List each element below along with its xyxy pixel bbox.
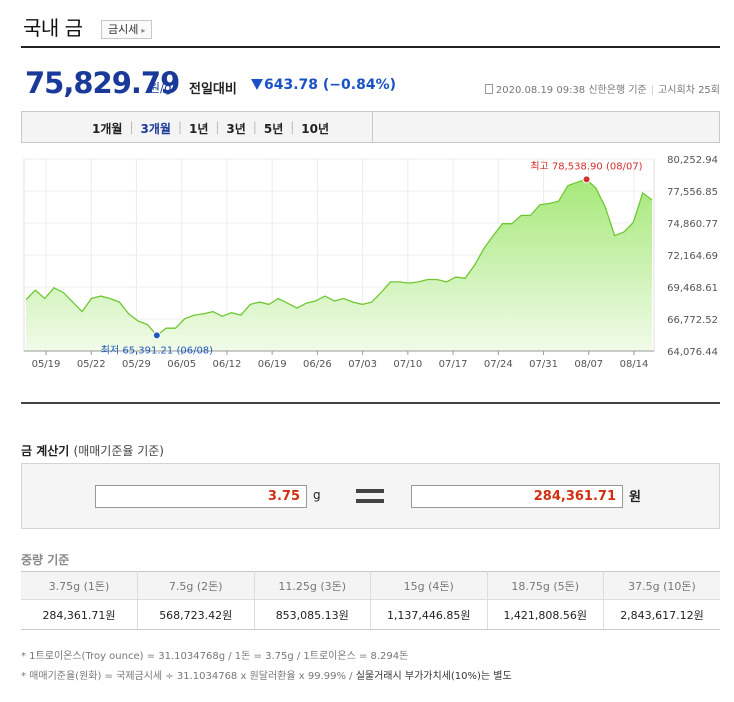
x-tick-label: 05/29: [122, 359, 151, 370]
low-point-marker: [152, 331, 161, 340]
weight-value-cell: 568,723.42원: [137, 599, 255, 630]
weight-column-header: 37.5g (10돈): [603, 571, 720, 600]
weight-column-header: 15g (4돈): [370, 571, 488, 600]
footnotes: * 1트로이온스(Troy ounce) = 31.1034768g / 1돈 …: [21, 647, 512, 687]
gold-price-chart: 80,252.94 77,556.85 74,860.77 72,164.69 69,4…: [21, 150, 720, 382]
tab-separator: |: [129, 120, 134, 134]
x-tick-label: 07/24: [484, 359, 513, 370]
tab-period-1[interactable]: 3개월: [140, 122, 171, 136]
compare-value: 643.78 (−0.84%): [264, 77, 396, 93]
page-header: 국내 금 금시세 ▸: [21, 0, 720, 48]
high-point-label: 최고 78,538.90 (08/07): [530, 160, 642, 172]
tab-separator: |: [215, 120, 220, 134]
price-unit: 원/g: [149, 81, 172, 95]
weight-column-header: 3.75g (1돈): [21, 571, 138, 600]
price-summary: 75,829.79 원/g 전일대비 643.78 (−0.84%) 2020.…: [21, 62, 720, 106]
y-tick-label: 69,468.61: [667, 283, 718, 294]
calculator-title: 금 계산기 (매매기준율 기준): [21, 442, 164, 459]
y-tick-label: 64,076.44: [667, 347, 718, 358]
weight-value-cell: 1,421,808.56원: [487, 599, 604, 630]
tab-separator: |: [177, 120, 182, 134]
price-meta: 2020.08.19 09:38 신한은행 기준 | 고시회차 25회: [484, 81, 720, 96]
x-tick-label: 06/19: [258, 359, 287, 370]
price-line: [25, 178, 653, 337]
weight-value-cell: 853,085.13원: [254, 599, 371, 630]
tab-period-0[interactable]: 1개월: [92, 122, 123, 136]
y-tick-label: 77,556.85: [667, 187, 718, 198]
period-tabs: 1개월 | 3개월 | 1년 | 3년 | 5년 | 10년: [92, 120, 329, 137]
result-unit: 원: [629, 490, 641, 505]
current-price: 75,829.79: [25, 66, 180, 100]
weight-value-cell: 284,361.71원: [21, 599, 138, 630]
period-tabs-bar: 1개월 | 3개월 | 1년 | 3년 | 5년 | 10년: [21, 111, 720, 143]
price-timestamp: 2020.08.19 09:38 신한은행 기준: [495, 85, 647, 96]
tab-period-2[interactable]: 1년: [188, 122, 209, 136]
y-tick-label: 80,252.94: [667, 155, 718, 166]
equals-icon: [356, 487, 384, 505]
weight-column-header: 18.75g (5돈): [487, 571, 604, 600]
weight-column-header: 11.25g (3돈): [254, 571, 371, 600]
down-triangle-icon: [251, 79, 263, 90]
chevron-right-icon: ▸: [141, 26, 146, 35]
tab-period-4[interactable]: 5년: [263, 122, 284, 136]
x-tick-label: 07/03: [348, 359, 377, 370]
x-tick-label: 07/31: [529, 359, 558, 370]
x-tick-label: 06/26: [303, 359, 332, 370]
notice-round: 고시회차 25회: [658, 85, 720, 96]
weight-input[interactable]: 3.75: [95, 485, 307, 508]
weight-unit: g: [313, 488, 321, 502]
gold-calculator: 3.75 g 284,361.71 원: [21, 463, 720, 529]
price-area: [26, 179, 652, 351]
x-tick-label: 06/05: [167, 359, 196, 370]
compare-label: 전일대비: [189, 82, 237, 97]
footnote-troy-ounce: * 1트로이온스(Troy ounce) = 31.1034768g / 1돈 …: [21, 651, 409, 662]
calculator-subtitle: (매매기준율 기준): [73, 444, 164, 458]
period-bar-divider: [372, 112, 373, 142]
y-tick-label: 66,772.52: [667, 315, 718, 326]
chart-svg: 80,252.94 77,556.85 74,860.77 72,164.69 69,4…: [23, 155, 718, 370]
x-tick-label: 08/07: [574, 359, 603, 370]
x-tick-label: 05/22: [77, 359, 106, 370]
table-row: 284,361.71원 568,723.42원 853,085.13원 1,137,4…: [21, 599, 720, 630]
footnote-vat-text: 실물거래시 부가가치세(10%)는 별도: [352, 671, 512, 682]
document-icon: [484, 84, 493, 94]
low-point-label: 최저 65,391.21 (06/08): [101, 344, 213, 356]
page-title: 국내 금: [23, 16, 83, 40]
tab-separator: |: [252, 120, 257, 134]
weight-value-cell: 1,137,446.85원: [370, 599, 488, 630]
x-tick-label: 07/10: [393, 359, 422, 370]
y-tick-label: 74,860.77: [667, 219, 718, 230]
tab-separator: |: [290, 120, 295, 134]
tab-period-5[interactable]: 10년: [301, 122, 330, 136]
footnote-formula-text: * 매매기준율(원화) = 국제금시세 ÷ 31.1034768 x 원달러환율…: [21, 671, 353, 682]
tab-period-3[interactable]: 3년: [226, 122, 246, 136]
x-tick-label: 07/17: [439, 359, 468, 370]
section-divider: [21, 402, 720, 404]
weight-table: 3.75g (1돈) 7.5g (2돈) 11.25g (3돈) 15g (4돈) 18…: [21, 571, 720, 630]
result-output[interactable]: 284,361.71: [411, 485, 623, 508]
weight-table-title: 중량 기준: [21, 553, 70, 567]
y-tick-label: 72,164.69: [667, 251, 718, 262]
x-tick-label: 05/19: [32, 359, 61, 370]
gold-price-link-button[interactable]: 금시세 ▸: [101, 20, 153, 39]
footnote-rate-formula: * 매매기준율(원화) = 국제금시세 ÷ 31.1034768 x 원달러환율…: [21, 667, 512, 687]
x-tick-label: 08/14: [620, 359, 649, 370]
weight-column-header: 7.5g (2돈): [137, 571, 255, 600]
gold-price-link-label: 금시세: [108, 23, 139, 36]
high-point-marker: [582, 175, 591, 184]
weight-value-cell: 2,843,617.12원: [603, 599, 720, 630]
calculator-title-text: 금 계산기: [21, 444, 70, 458]
weight-table-header: 3.75g (1돈) 7.5g (2돈) 11.25g (3돈) 15g (4돈) 18…: [21, 571, 720, 600]
x-tick-label: 06/12: [213, 359, 242, 370]
